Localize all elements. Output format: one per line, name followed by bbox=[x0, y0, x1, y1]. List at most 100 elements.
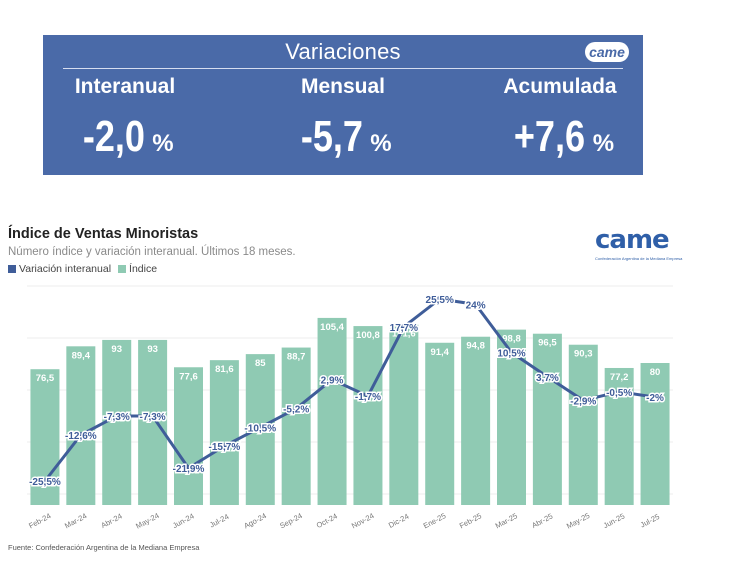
x-tick-label: Abr-24 bbox=[99, 512, 123, 531]
x-tick-label: Mar-24 bbox=[63, 511, 88, 530]
line-point bbox=[436, 296, 443, 302]
legend-swatch-bar bbox=[118, 265, 127, 273]
bar-label: 76,5 bbox=[36, 373, 55, 384]
bar-label: 77,2 bbox=[610, 372, 629, 383]
line-point bbox=[149, 413, 156, 420]
bar-label: 88,7 bbox=[287, 352, 306, 363]
x-tick-label: Oct-24 bbox=[315, 512, 339, 531]
line-point bbox=[257, 424, 264, 431]
metric-unit: % bbox=[370, 130, 392, 157]
chart-subtitle: Número índice y variación interanual. Úl… bbox=[8, 246, 296, 258]
metric-number: -5,7 bbox=[301, 112, 364, 161]
came-logo-icon: came bbox=[585, 42, 629, 62]
bar bbox=[138, 339, 168, 505]
bar bbox=[281, 347, 311, 505]
bar bbox=[389, 324, 419, 505]
line-label: -0,5% bbox=[606, 388, 632, 399]
line-label: 17,7% bbox=[390, 323, 418, 334]
line-label: -15,7% bbox=[209, 442, 241, 453]
legend-label: Índice bbox=[129, 263, 158, 275]
line-label: -21,9% bbox=[173, 464, 205, 475]
came-logo-icon: came bbox=[595, 225, 670, 255]
variations-banner: Variaciones came Interanual -2,0% Mensua… bbox=[43, 35, 643, 175]
line-point bbox=[472, 301, 479, 308]
bar bbox=[317, 317, 347, 505]
line-point bbox=[544, 373, 551, 380]
line-point bbox=[77, 431, 84, 438]
chart-legend: Variación interanual Índice bbox=[8, 263, 157, 275]
x-tick-label: Mar-25 bbox=[494, 511, 519, 530]
bar-label: 101,6 bbox=[392, 329, 416, 340]
x-tick-label: May-25 bbox=[565, 511, 591, 531]
line-point bbox=[221, 443, 228, 450]
line-point bbox=[508, 349, 515, 356]
line-label: -25,5% bbox=[29, 477, 61, 488]
metric-mensual: Mensual -5,7% bbox=[243, 75, 443, 166]
x-tick-label: Jul-24 bbox=[208, 512, 230, 530]
chart-title: Índice de Ventas Minoristas bbox=[8, 226, 199, 242]
bar-label: 98,8 bbox=[502, 334, 521, 345]
source-note: Fuente: Confederación Argentina de la Me… bbox=[8, 543, 200, 552]
line-label: 24% bbox=[466, 300, 486, 311]
bar bbox=[640, 363, 670, 505]
bar bbox=[209, 360, 239, 505]
line-label: 2,9% bbox=[321, 376, 344, 387]
line-point bbox=[329, 376, 336, 383]
x-tick-label: Jun-24 bbox=[171, 511, 195, 530]
line-point bbox=[616, 388, 623, 395]
line-label: -1,7% bbox=[355, 392, 381, 403]
x-tick-label: Jun-25 bbox=[602, 511, 626, 530]
legend-label: Variación interanual bbox=[19, 263, 112, 275]
metric-interanual: Interanual -2,0% bbox=[25, 75, 225, 166]
metric-number: +7,6 bbox=[513, 112, 585, 161]
bar bbox=[353, 326, 383, 505]
x-tick-label: Sep-24 bbox=[278, 511, 304, 530]
line-label: -7,3% bbox=[140, 412, 166, 423]
line-label: -2,9% bbox=[570, 396, 596, 407]
bar-label: 81,6 bbox=[215, 364, 234, 375]
bar-label: 80 bbox=[650, 367, 661, 378]
came-tagline: Confederación Argentina de la Mediana Em… bbox=[595, 256, 683, 261]
line-point bbox=[400, 323, 407, 330]
bar bbox=[66, 346, 96, 505]
legend-swatch-line bbox=[8, 265, 16, 273]
bar-label: 100,8 bbox=[356, 330, 380, 341]
x-tick-label: Abr-25 bbox=[530, 512, 554, 531]
line-point bbox=[580, 397, 587, 404]
bar-label: 96,5 bbox=[538, 338, 557, 349]
line-point bbox=[364, 393, 371, 400]
line-label: -10,5% bbox=[244, 423, 276, 434]
x-tick-label: Feb-24 bbox=[27, 511, 52, 530]
line-point bbox=[652, 394, 659, 401]
bar-label: 91,4 bbox=[430, 347, 449, 358]
metric-acumulada: Acumulada +7,6% bbox=[460, 75, 660, 166]
bar bbox=[461, 336, 491, 505]
came-logo: came Confederación Argentina de la Media… bbox=[595, 225, 683, 267]
bar bbox=[532, 333, 562, 505]
line-label: 10,5% bbox=[497, 349, 525, 360]
ventas-chart: 76,5 Feb-24 89,4 Mar-24 93 Abr-24 93 May-24 77,6… bbox=[27, 285, 673, 531]
bar-label: 85 bbox=[255, 358, 266, 369]
line-label: -12,6% bbox=[65, 431, 97, 442]
bar-label: 105,4 bbox=[320, 322, 344, 333]
bar bbox=[425, 342, 455, 505]
line-label: -7,3% bbox=[104, 412, 130, 423]
line-label: -2% bbox=[646, 393, 664, 404]
bar-label: 93 bbox=[147, 344, 158, 355]
x-tick-label: Jul-25 bbox=[639, 512, 661, 530]
x-tick-label: Feb-25 bbox=[458, 511, 483, 530]
banner-divider bbox=[63, 68, 623, 69]
metric-label: Mensual bbox=[300, 75, 386, 98]
metric-value: +7,6% bbox=[460, 115, 660, 166]
bar-label: 90,3 bbox=[574, 349, 593, 360]
x-tick-label: Dic-24 bbox=[387, 512, 410, 530]
x-tick-label: Ago-24 bbox=[242, 511, 268, 530]
line-point bbox=[293, 405, 300, 412]
legend-item-indice: Índice bbox=[118, 263, 157, 275]
bar-label: 89,4 bbox=[72, 350, 91, 361]
metric-number: -2,0 bbox=[83, 112, 146, 161]
metric-unit: % bbox=[152, 130, 174, 157]
metric-unit: % bbox=[592, 130, 615, 157]
metric-value: -2,0% bbox=[25, 115, 225, 166]
bar bbox=[174, 367, 203, 505]
